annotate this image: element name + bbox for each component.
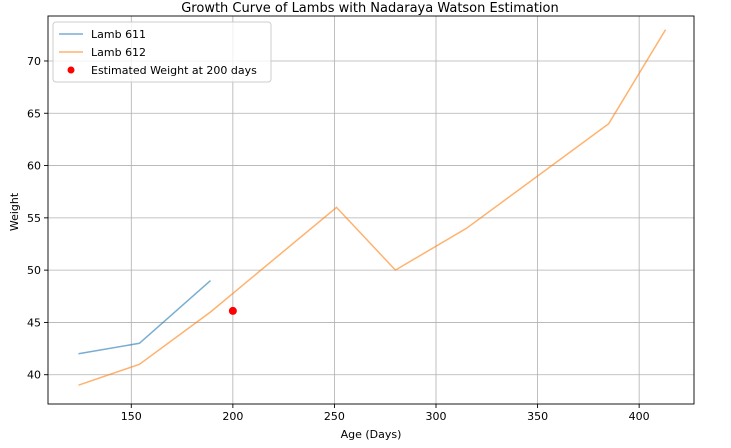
y-tick-label: 40 <box>27 369 41 382</box>
y-tick-label: 50 <box>27 264 41 277</box>
series-line-lamb-611 <box>78 280 211 355</box>
y-tick-label: 65 <box>27 107 41 120</box>
y-tick-label: 60 <box>27 160 41 173</box>
x-tick-label: 150 <box>121 410 142 423</box>
x-tick-label: 400 <box>629 410 650 423</box>
x-axis-label: Age (Days) <box>341 428 402 441</box>
legend-swatch <box>67 66 75 74</box>
plot-frame <box>47 15 695 405</box>
estimate-point <box>228 306 237 315</box>
x-tick-label: 350 <box>527 410 548 423</box>
chart-title: Growth Curve of Lambs with Nadaraya Wats… <box>181 1 559 16</box>
series-layer <box>78 29 667 386</box>
axis-ticks: 150 200 250 300 350 400 40 45 50 55 60 65 70 <box>27 55 650 423</box>
legend: Lamb 611 Lamb 612 Estimated Weight at 200 … <box>52 21 272 83</box>
legend-entry: Lamb 611 <box>91 28 146 41</box>
series-line-lamb-612 <box>78 29 667 386</box>
x-tick-label: 200 <box>222 410 243 423</box>
y-tick-label: 45 <box>27 316 41 329</box>
legend-entry: Estimated Weight at 200 days <box>91 64 257 77</box>
legend-entry: Lamb 612 <box>91 46 146 59</box>
y-axis-label: Weight <box>8 192 21 231</box>
y-tick-label: 70 <box>27 55 41 68</box>
grid-lines <box>48 16 694 404</box>
x-tick-label: 250 <box>324 410 345 423</box>
legend-box <box>52 21 272 83</box>
x-tick-label: 300 <box>426 410 447 423</box>
y-tick-label: 55 <box>27 212 41 225</box>
